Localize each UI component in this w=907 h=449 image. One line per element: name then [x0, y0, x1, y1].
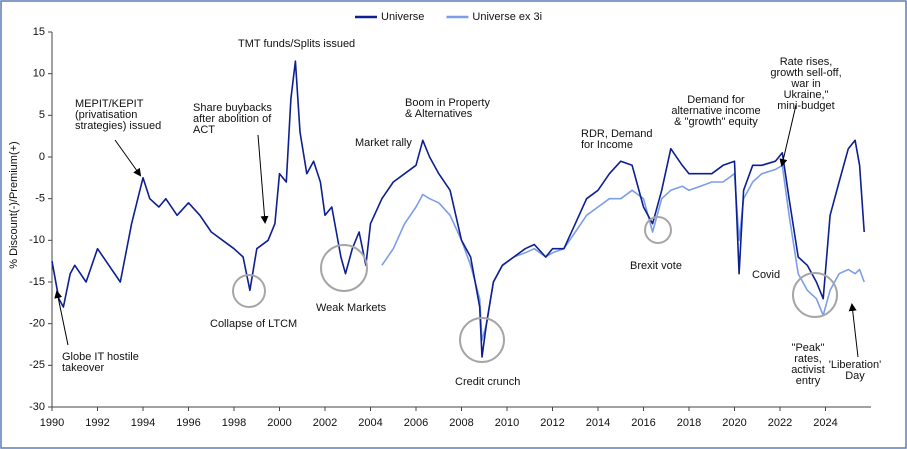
annotation: strategies) issued	[75, 120, 161, 132]
annotation: "Peak"	[792, 342, 825, 354]
y-tick-label: -20	[29, 318, 45, 330]
annotation: Share buybacks	[193, 102, 272, 114]
y-tick-label: -15	[29, 276, 45, 288]
x-tick-label: 2016	[631, 417, 655, 429]
annotation-arrow	[54, 290, 69, 346]
annotation: Market rally	[355, 137, 412, 149]
annotation: Covid	[752, 269, 780, 281]
annotation: entry	[796, 375, 821, 387]
annotation: Weak Markets	[316, 302, 387, 314]
x-tick-label: 2000	[267, 417, 291, 429]
annotation: 'Liberation'	[829, 359, 882, 371]
legend-label: Universe ex 3i	[472, 11, 542, 23]
annotation: after abolition of	[193, 113, 272, 125]
y-tick-label: 10	[33, 68, 45, 80]
x-tick-label: 2008	[449, 417, 473, 429]
y-tick-label: 0	[39, 151, 45, 163]
annotation: activist	[791, 364, 825, 376]
x-tick-label: 2022	[768, 417, 792, 429]
annotation: RDR, Demand	[581, 128, 653, 140]
annotation-arrow	[779, 104, 797, 167]
annotation: Ukraine,"	[784, 89, 829, 101]
x-tick-label: 2002	[313, 417, 337, 429]
highlight-circle	[232, 274, 266, 308]
x-tick-label: 1996	[176, 417, 200, 429]
annotation: (privatisation	[75, 109, 137, 121]
annotation: growth sell-off,	[770, 67, 841, 79]
y-tick-label: -10	[29, 234, 45, 246]
annotation: & "growth" equity	[674, 116, 758, 128]
annotation: war in	[790, 78, 820, 90]
y-tick-label: -5	[35, 193, 45, 205]
y-tick-label: 15	[33, 26, 45, 38]
x-tick-label: 2018	[677, 417, 701, 429]
annotation: takeover	[62, 362, 105, 374]
x-tick-label: 2006	[404, 417, 428, 429]
x-tick-label: 2004	[358, 417, 382, 429]
annotation: for Income	[581, 139, 633, 151]
annotation: ACT	[193, 124, 215, 136]
annotation: Boom in Property	[405, 97, 490, 109]
y-tick-label: -30	[29, 401, 45, 413]
highlight-circle	[792, 272, 838, 318]
x-tick-label: 2012	[540, 417, 564, 429]
y-tick-label: 5	[39, 109, 45, 121]
highlight-circle	[644, 216, 672, 244]
highlight-circle	[320, 244, 368, 292]
annotation: & Alternatives	[405, 108, 473, 120]
y-axis-label: % Discount(-)/Premium(+)	[8, 141, 20, 268]
annotation: mini-budget	[777, 100, 834, 112]
x-tick-label: 2024	[813, 417, 837, 429]
annotation-arrow	[114, 139, 142, 177]
annotation: Credit crunch	[455, 376, 520, 388]
x-tick-label: 1994	[131, 417, 155, 429]
annotation-arrow	[257, 134, 269, 224]
highlight-circle	[459, 317, 505, 363]
annotation: alternative income	[671, 105, 760, 117]
annotation: Brexit vote	[630, 260, 682, 272]
annotation: Collapse of LTCM	[210, 318, 297, 330]
y-tick-label: -25	[29, 359, 45, 371]
x-tick-label: 2010	[495, 417, 519, 429]
x-tick-label: 2020	[722, 417, 746, 429]
legend-label: Universe	[381, 11, 424, 23]
annotation: Rate rises,	[780, 56, 833, 68]
annotation: Globe IT hostile	[62, 351, 139, 363]
x-tick-label: 1990	[40, 417, 64, 429]
x-tick-label: 1992	[85, 417, 109, 429]
x-tick-label: 2014	[586, 417, 610, 429]
annotation-arrow	[848, 303, 859, 358]
series-line	[51, 60, 865, 358]
annotation: Day	[845, 370, 865, 382]
series-line	[381, 164, 865, 342]
annotation: rates,	[794, 353, 822, 365]
annotation: TMT funds/Splits issued	[238, 38, 355, 50]
x-tick-label: 1998	[222, 417, 246, 429]
annotation: Demand for	[687, 94, 745, 106]
annotation: MEPIT/KEPIT	[75, 98, 144, 110]
